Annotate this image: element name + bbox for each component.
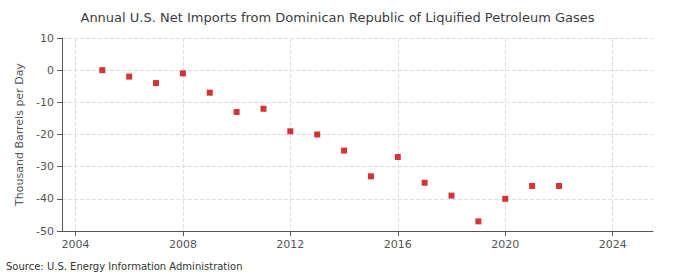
svg-text:2008: 2008 [169,238,197,251]
svg-text:-30: -30 [36,160,54,173]
svg-text:0: 0 [47,64,54,77]
svg-text:Thousand Barrels per Day: Thousand Barrels per Day [13,63,26,207]
svg-text:2016: 2016 [384,238,412,251]
svg-text:-20: -20 [36,128,54,141]
svg-text:2004: 2004 [61,238,89,251]
svg-text:Annual U.S. Net Imports from D: Annual U.S. Net Imports from Dominican R… [80,10,594,25]
svg-text:2012: 2012 [276,238,304,251]
svg-text:-10: -10 [36,96,54,109]
svg-text:-40: -40 [36,192,54,205]
svg-text:10: 10 [40,32,54,45]
svg-text:-50: -50 [36,225,54,238]
svg-text:2020: 2020 [491,238,519,251]
svg-text:Source: U.S. Energy Informatio: Source: U.S. Energy Information Administ… [6,261,243,272]
svg-text:2024: 2024 [599,238,627,251]
